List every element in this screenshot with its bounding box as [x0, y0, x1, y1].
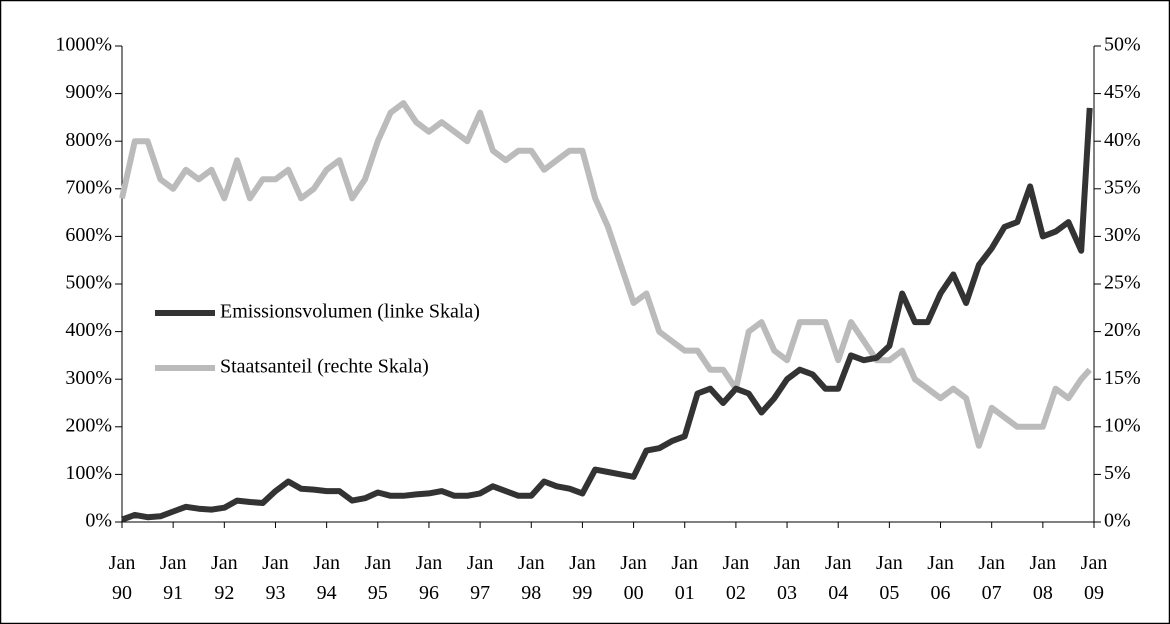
series-line [120, 107, 1093, 523]
x-tick-label: Jan 05 [876, 552, 903, 604]
x-tick-label: Jan 98 [518, 552, 545, 604]
x-tick-label: Jan 09 [1081, 552, 1108, 604]
x-tick-label: Jan 02 [723, 552, 750, 604]
y-tick-label: 300% [65, 367, 112, 389]
x-tick-label: Jan 07 [978, 552, 1005, 604]
x-tick-label: Jan 04 [825, 552, 852, 604]
x-tick-label: Jan 96 [416, 552, 443, 604]
x-tick-label: Jan 90 [109, 552, 136, 604]
x-tick-label: Jan 95 [364, 552, 391, 604]
y-tick-label: 900% [65, 81, 112, 103]
y2-tick-label: 40% [1104, 129, 1141, 151]
x-tick-label: Jan 91 [160, 552, 187, 604]
y-tick-label: 500% [65, 272, 112, 294]
x-tick-label: Jan 03 [774, 552, 801, 604]
y-tick-label: 1000% [55, 34, 112, 56]
y2-tick-label: 50% [1104, 34, 1141, 56]
y2-tick-label: 20% [1104, 319, 1141, 341]
y2-tick-label: 10% [1104, 414, 1141, 436]
y-tick-label: 200% [65, 414, 112, 436]
x-tick-label: Jan 06 [927, 552, 954, 604]
y2-tick-label: 45% [1104, 81, 1141, 103]
y-tick-label: 600% [65, 224, 112, 246]
x-tick-label: Jan 93 [262, 552, 289, 604]
y-tick-label: 0% [85, 510, 112, 532]
y-tick-label: 800% [65, 129, 112, 151]
y2-tick-label: 5% [1104, 462, 1131, 484]
x-tick-label: Jan 99 [569, 552, 596, 604]
x-tick-label: Jan 92 [211, 552, 238, 604]
x-tick-label: Jan 08 [1030, 552, 1057, 604]
y-tick-label: 700% [65, 176, 112, 198]
y-tick-label: 100% [65, 462, 112, 484]
x-tick-label: Jan 97 [467, 552, 494, 604]
y2-tick-label: 35% [1104, 176, 1141, 198]
y2-tick-label: 25% [1104, 272, 1141, 294]
y-tick-label: 400% [65, 319, 112, 341]
x-tick-label: Jan 00 [620, 552, 647, 604]
x-tick-label: Jan 94 [313, 552, 340, 604]
series-line [119, 100, 1092, 449]
x-tick-label: Jan 01 [671, 552, 698, 604]
legend-label: Emissionsvolumen (linke Skala) [220, 301, 480, 323]
y2-tick-label: 15% [1104, 367, 1141, 389]
y2-tick-label: 30% [1104, 224, 1141, 246]
legend-label: Staatsanteil (rechte Skala) [220, 356, 429, 378]
y2-tick-label: 0% [1104, 510, 1131, 532]
